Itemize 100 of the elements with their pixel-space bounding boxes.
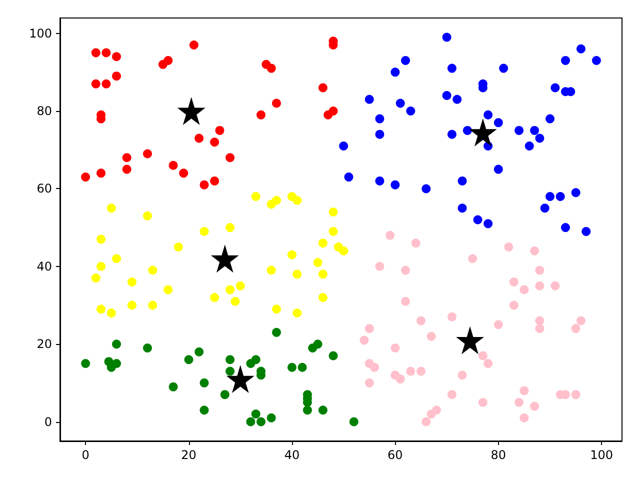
point bbox=[230, 296, 240, 306]
point bbox=[184, 355, 194, 364]
point bbox=[462, 126, 472, 135]
point bbox=[432, 406, 441, 415]
point bbox=[142, 149, 152, 158]
point bbox=[313, 340, 322, 349]
point bbox=[576, 316, 586, 326]
point bbox=[458, 176, 467, 186]
point bbox=[339, 246, 348, 256]
point bbox=[561, 56, 570, 66]
point bbox=[189, 40, 198, 50]
point bbox=[164, 285, 173, 294]
point bbox=[122, 164, 132, 174]
point bbox=[328, 226, 338, 236]
point bbox=[535, 266, 544, 275]
point bbox=[390, 68, 400, 77]
x-tick-label: 0 bbox=[82, 448, 90, 462]
point bbox=[509, 277, 518, 286]
point bbox=[106, 204, 116, 213]
point bbox=[422, 417, 431, 426]
point bbox=[148, 266, 158, 275]
point bbox=[375, 114, 384, 124]
point bbox=[375, 130, 384, 139]
point bbox=[375, 262, 384, 271]
point bbox=[81, 172, 90, 182]
point bbox=[236, 281, 245, 290]
point bbox=[468, 254, 478, 264]
point bbox=[426, 332, 436, 341]
point bbox=[318, 238, 328, 248]
point bbox=[142, 343, 152, 352]
point bbox=[272, 328, 281, 337]
point bbox=[174, 242, 183, 252]
point bbox=[200, 180, 209, 190]
point bbox=[530, 402, 540, 411]
point bbox=[215, 126, 224, 135]
point bbox=[210, 292, 220, 302]
point bbox=[364, 94, 374, 104]
point bbox=[179, 168, 188, 178]
point bbox=[272, 304, 281, 314]
x-tick-label: 20 bbox=[181, 448, 196, 462]
point bbox=[96, 168, 106, 178]
point bbox=[251, 410, 260, 418]
point bbox=[272, 196, 281, 205]
point bbox=[401, 266, 410, 275]
point bbox=[272, 98, 281, 108]
point bbox=[106, 308, 116, 318]
point bbox=[251, 192, 260, 201]
y-tick-label: 80 bbox=[36, 104, 52, 118]
point bbox=[292, 308, 302, 318]
point bbox=[226, 365, 254, 394]
point bbox=[81, 359, 90, 368]
point bbox=[220, 390, 230, 400]
point bbox=[318, 406, 328, 415]
point bbox=[530, 126, 540, 135]
point bbox=[386, 230, 395, 240]
point bbox=[364, 324, 374, 334]
point bbox=[452, 94, 462, 104]
x-tick-label: 80 bbox=[490, 448, 506, 462]
point bbox=[499, 64, 508, 73]
point bbox=[494, 118, 503, 128]
point bbox=[344, 172, 354, 182]
point bbox=[246, 417, 256, 426]
point bbox=[546, 114, 555, 124]
x-tick-label: 60 bbox=[388, 448, 403, 462]
point bbox=[406, 366, 416, 376]
point bbox=[520, 413, 529, 422]
point bbox=[256, 417, 266, 426]
point bbox=[112, 254, 122, 264]
point bbox=[364, 378, 374, 388]
point bbox=[122, 153, 132, 162]
point bbox=[102, 48, 111, 58]
point bbox=[535, 281, 544, 290]
point bbox=[535, 324, 544, 334]
point bbox=[514, 398, 524, 407]
point bbox=[226, 366, 235, 376]
point bbox=[328, 106, 338, 116]
point bbox=[478, 398, 488, 407]
point bbox=[484, 219, 493, 228]
point bbox=[251, 355, 260, 364]
point bbox=[442, 32, 452, 42]
point bbox=[287, 250, 296, 260]
point bbox=[561, 223, 570, 232]
point bbox=[91, 48, 100, 58]
point bbox=[328, 351, 338, 360]
point bbox=[168, 382, 178, 392]
point bbox=[473, 215, 482, 224]
point bbox=[370, 362, 380, 372]
point bbox=[411, 238, 420, 248]
point bbox=[422, 184, 431, 194]
point bbox=[458, 204, 467, 213]
point bbox=[226, 285, 235, 294]
point bbox=[390, 343, 400, 352]
point bbox=[556, 192, 565, 201]
point bbox=[102, 79, 111, 88]
point bbox=[514, 126, 524, 135]
point bbox=[266, 64, 276, 73]
point bbox=[96, 304, 106, 314]
point bbox=[128, 277, 136, 286]
point bbox=[571, 390, 580, 400]
point bbox=[313, 258, 322, 268]
